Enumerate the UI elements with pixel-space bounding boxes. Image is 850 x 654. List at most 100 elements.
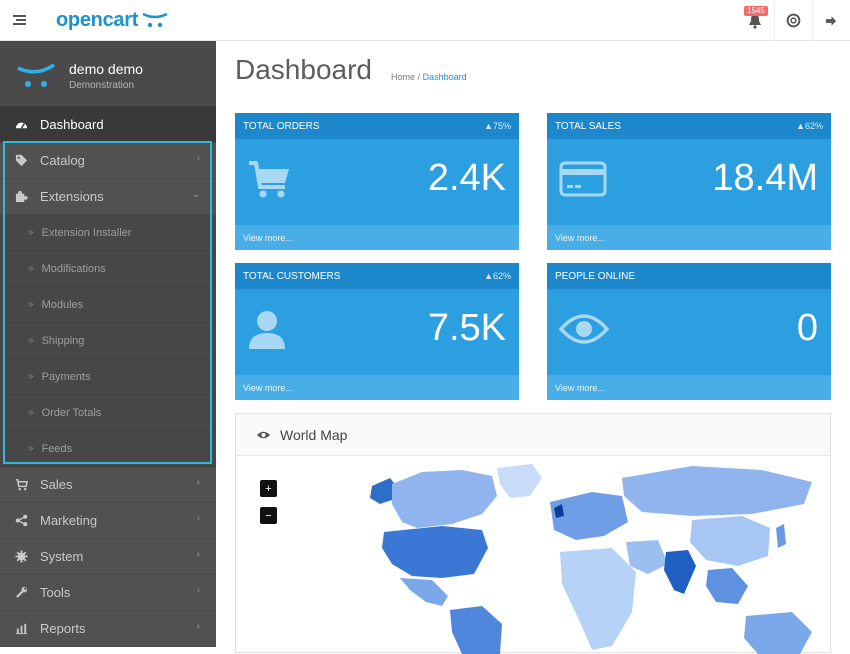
chevron-right-icon: › [196, 549, 200, 560]
wrench-icon [14, 586, 28, 600]
shopping-cart-icon [14, 478, 28, 492]
chevron-right-icon: › [196, 513, 200, 524]
sidebar-item-label: Reports [40, 621, 86, 636]
tile-value: 0 [796, 307, 818, 349]
logo-text: opencart [56, 8, 139, 31]
menu-icon[interactable] [12, 12, 28, 28]
bar-chart-icon [14, 622, 28, 636]
sidebar-item-label: Dashboard [40, 117, 104, 132]
zoom-out-button[interactable]: − [260, 507, 277, 524]
user-icon [249, 311, 285, 349]
total-orders-tile: TOTAL ORDERS ▲75% 2.4K View more... [235, 113, 519, 250]
breadcrumb-current[interactable]: Dashboard [422, 72, 467, 82]
dashboard-icon [14, 118, 28, 132]
zoom-in-button[interactable]: + [260, 480, 277, 497]
sidebar-subitem-modules[interactable]: » Modules [0, 287, 216, 323]
tile-body: 7.5K [235, 289, 519, 375]
logout-button[interactable] [812, 0, 850, 41]
region-canada[interactable] [392, 470, 497, 528]
eye-icon [256, 431, 271, 438]
world-map-panel: World Map + − [235, 413, 832, 654]
region-russia[interactable] [622, 466, 812, 516]
sidebar-subitem-shipping[interactable]: » Shipping [0, 323, 216, 359]
sidebar-item-label: Tools [40, 585, 71, 600]
region-greenland[interactable] [497, 464, 542, 498]
sidebar-item-marketing[interactable]: Marketing › [0, 503, 216, 539]
page-title: Dashboard [235, 54, 372, 85]
region-china[interactable] [690, 516, 770, 566]
sidebar-item-system[interactable]: System › [0, 539, 216, 575]
tile-title: TOTAL CUSTOMERS [243, 270, 341, 282]
world-map[interactable] [292, 456, 832, 654]
region-africa[interactable] [560, 548, 636, 650]
breadcrumb: Home / Dashboard [391, 72, 467, 82]
map-title: World Map [280, 426, 348, 443]
region-alaska[interactable] [370, 478, 398, 504]
alerts-badge: 1545 [744, 6, 768, 16]
sidebar-item-tools[interactable]: Tools › [0, 575, 216, 611]
top-bar: opencart 1545 [0, 0, 850, 41]
tile-body: 18.4M [547, 139, 831, 225]
region-south-america[interactable] [450, 606, 502, 654]
tile-title: TOTAL ORDERS [243, 120, 320, 132]
sidebar-item-label: Marketing [40, 513, 98, 528]
raquo-icon: » [28, 299, 34, 310]
sidebar-item-label: Sales [40, 477, 73, 492]
tile-title: PEOPLE ONLINE [555, 270, 636, 282]
help-button[interactable] [774, 0, 812, 41]
region-europe[interactable] [550, 492, 628, 540]
region-india[interactable] [664, 550, 696, 594]
user-profile[interactable]: demo demo Demonstration [0, 41, 216, 107]
lifering-icon [786, 13, 801, 28]
raquo-icon: » [28, 407, 34, 418]
tile-percent: ▲75% [484, 121, 511, 131]
sidebar-subitem-order-totals[interactable]: » Order Totals [0, 395, 216, 431]
tile-view-more-link[interactable]: View more... [235, 375, 519, 400]
region-usa[interactable] [382, 526, 488, 578]
tile-value: 18.4M [712, 157, 818, 199]
sidebar-subitem-modifications[interactable]: » Modifications [0, 251, 216, 287]
sidebar-subitem-extension-installer[interactable]: » Extension Installer [0, 215, 216, 251]
tile-body: 0 [547, 289, 831, 375]
tile-view-more-link[interactable]: View more... [547, 375, 831, 400]
opencart-logo[interactable]: opencart [56, 6, 169, 34]
tile-value: 7.5K [427, 307, 506, 349]
map-header: World Map [236, 414, 830, 456]
submenu-label: Order Totals [41, 406, 102, 419]
tile-header: TOTAL SALES ▲62% [547, 113, 831, 139]
breadcrumb-separator: / [417, 72, 421, 82]
tile-percent: ▲62% [484, 271, 511, 281]
chevron-down-icon: ⌄ [191, 189, 200, 200]
sidebar-item-reports[interactable]: Reports › [0, 611, 216, 647]
region-mexico[interactable] [400, 578, 448, 606]
sidebar-subitem-payments[interactable]: » Payments [0, 359, 216, 395]
tile-header: TOTAL ORDERS ▲75% [235, 113, 519, 139]
submenu-label: Modules [41, 298, 84, 311]
submenu-label: Shipping [41, 334, 85, 347]
tile-view-more-link[interactable]: View more... [235, 225, 519, 250]
raquo-icon: » [28, 335, 34, 346]
chevron-right-icon: › [196, 621, 200, 632]
region-japan[interactable] [776, 524, 786, 548]
breadcrumb-home[interactable]: Home [391, 72, 416, 82]
sidebar-item-extensions[interactable]: Extensions ⌄ [0, 179, 216, 215]
region-southeast-asia[interactable] [706, 568, 748, 604]
alerts-button[interactable]: 1545 [736, 0, 774, 41]
puzzle-icon [14, 190, 28, 204]
region-australia[interactable] [744, 612, 812, 654]
sidebar-item-sales[interactable]: Sales › [0, 467, 216, 503]
tile-header: PEOPLE ONLINE [547, 263, 831, 289]
tile-view-more-link[interactable]: View more... [547, 225, 831, 250]
sidebar-item-catalog[interactable]: Catalog › [0, 143, 216, 179]
region-middle-east[interactable] [626, 540, 668, 574]
sidebar-subitem-feeds[interactable]: » Feeds [0, 431, 216, 467]
region-uk[interactable] [554, 504, 564, 518]
logout-icon [825, 15, 837, 26]
raquo-icon: » [28, 371, 34, 382]
chevron-right-icon: › [196, 477, 200, 488]
submenu-label: Payments [41, 370, 91, 383]
eye-icon [559, 314, 609, 344]
raquo-icon: » [28, 263, 34, 274]
sidebar-item-dashboard[interactable]: Dashboard [0, 107, 216, 143]
submenu-label: Modifications [41, 262, 106, 275]
